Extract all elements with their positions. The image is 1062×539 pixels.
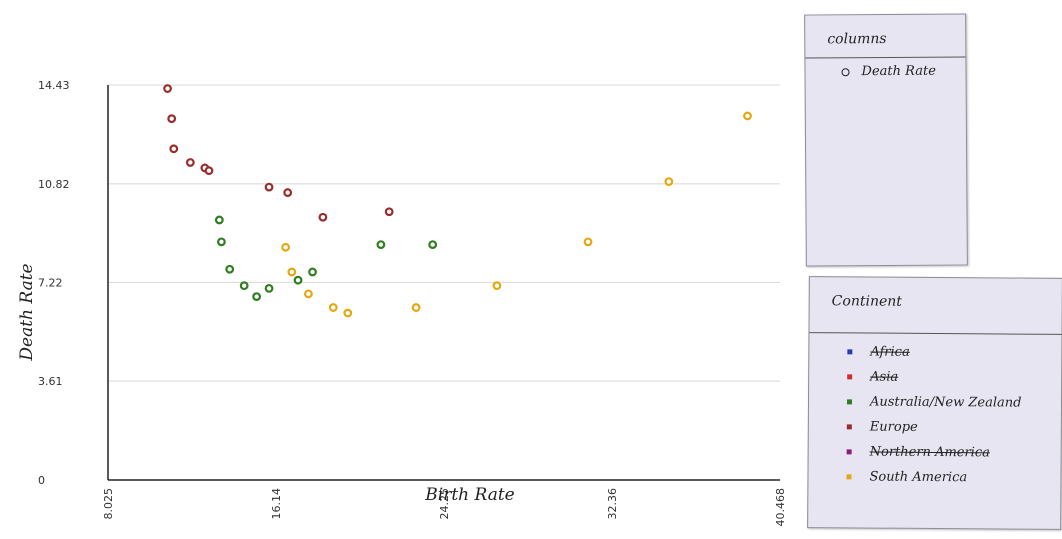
series-australia-new-zealand bbox=[214, 215, 438, 301]
data-point[interactable] bbox=[264, 283, 274, 293]
y-tick-label: 0 bbox=[38, 474, 45, 487]
columns-panel-divider bbox=[805, 56, 966, 59]
data-points bbox=[163, 84, 752, 318]
data-point[interactable] bbox=[304, 289, 313, 299]
scatter-chart: 0 3.61 7.22 10.82 14.43 8.025 16.14 24.25 32.36… bbox=[17, 79, 787, 527]
legend-item-europe[interactable]: Europe bbox=[809, 414, 1061, 441]
y-tick-label: 10.82 bbox=[38, 178, 70, 191]
data-point[interactable] bbox=[328, 303, 338, 312]
data-point[interactable] bbox=[376, 240, 386, 249]
x-tick-labels: 8.025 16.14 24.25 32.36 40.468 bbox=[102, 488, 787, 527]
legend-swatch-icon bbox=[846, 474, 852, 480]
y-tick-label: 7.22 bbox=[38, 276, 63, 289]
series-south-america bbox=[281, 111, 752, 318]
x-tick-label: 24.25 bbox=[438, 488, 451, 520]
legend-swatch-icon bbox=[847, 349, 853, 355]
data-point[interactable] bbox=[743, 111, 752, 121]
data-point[interactable] bbox=[308, 267, 317, 277]
legend-item-australia-new-zealand[interactable]: Australia/New Zealand bbox=[809, 389, 1061, 416]
legend-label: Africa bbox=[870, 344, 910, 360]
legend-swatch-icon bbox=[847, 374, 853, 380]
x-tick-label: 32.36 bbox=[606, 488, 619, 520]
legend-label: Australia/New Zealand bbox=[869, 394, 1022, 411]
y-tick-labels: 0 3.61 7.22 10.82 14.43 bbox=[38, 79, 70, 487]
y-axis-title: Death Rate bbox=[17, 263, 37, 361]
data-point[interactable] bbox=[664, 177, 674, 187]
legend-item-africa[interactable]: Africa bbox=[809, 339, 1061, 366]
data-point[interactable] bbox=[343, 308, 353, 318]
data-point[interactable] bbox=[411, 303, 421, 312]
data-point[interactable] bbox=[428, 240, 438, 249]
data-point[interactable] bbox=[264, 182, 274, 192]
data-point[interactable] bbox=[217, 237, 226, 247]
data-point[interactable] bbox=[318, 212, 328, 222]
data-point[interactable] bbox=[169, 144, 179, 154]
legend-swatch-icon bbox=[846, 449, 852, 455]
legend-item-northern-america[interactable]: Northern America bbox=[809, 439, 1061, 466]
data-point[interactable] bbox=[225, 264, 235, 274]
data-point[interactable] bbox=[583, 237, 593, 247]
data-point[interactable] bbox=[239, 281, 249, 291]
columns-panel: columns Death Rate bbox=[804, 13, 968, 267]
data-point[interactable] bbox=[287, 267, 297, 277]
legend-label: Europe bbox=[869, 419, 918, 435]
legend-swatch-icon bbox=[846, 424, 852, 430]
continent-panel-title: Continent bbox=[831, 293, 902, 310]
data-point[interactable] bbox=[167, 114, 177, 124]
data-point[interactable] bbox=[293, 275, 303, 285]
column-item-label: Death Rate bbox=[861, 63, 936, 80]
data-point[interactable] bbox=[214, 215, 224, 225]
data-point[interactable] bbox=[384, 207, 394, 217]
x-tick-label: 16.14 bbox=[270, 488, 283, 520]
series-europe bbox=[163, 84, 394, 222]
data-point[interactable] bbox=[204, 166, 214, 176]
legend-label: Northern America bbox=[869, 444, 990, 461]
legend-item-asia[interactable]: Asia bbox=[809, 364, 1061, 391]
gridlines bbox=[108, 84, 780, 382]
data-point[interactable] bbox=[185, 158, 195, 167]
data-point[interactable] bbox=[283, 188, 293, 197]
axes bbox=[107, 85, 780, 481]
x-tick-label: 40.468 bbox=[774, 488, 787, 527]
data-point[interactable] bbox=[281, 242, 291, 252]
ring-marker-icon bbox=[841, 67, 850, 76]
columns-panel-title: columns bbox=[827, 30, 887, 48]
continent-legend-panel: Continent Africa Asia Australia/New Zealan… bbox=[807, 276, 1062, 530]
legend-swatch-icon bbox=[846, 399, 853, 405]
legend-item-south-america[interactable]: South America bbox=[808, 464, 1060, 491]
data-point[interactable] bbox=[492, 281, 502, 291]
data-point[interactable] bbox=[252, 292, 262, 301]
legend-label: South America bbox=[869, 469, 968, 486]
column-item-death-rate[interactable]: Death Rate bbox=[841, 63, 965, 79]
continent-legend-list: Africa Asia Australia/New Zealand Europe Nor… bbox=[808, 339, 1061, 491]
data-point[interactable] bbox=[163, 84, 172, 93]
legend-label: Asia bbox=[870, 369, 899, 385]
y-tick-label: 3.61 bbox=[38, 375, 63, 388]
x-tick-label: 8.025 bbox=[102, 488, 115, 520]
y-tick-label: 14.43 bbox=[38, 79, 70, 92]
x-axis-title: Birth Rate bbox=[424, 485, 514, 505]
